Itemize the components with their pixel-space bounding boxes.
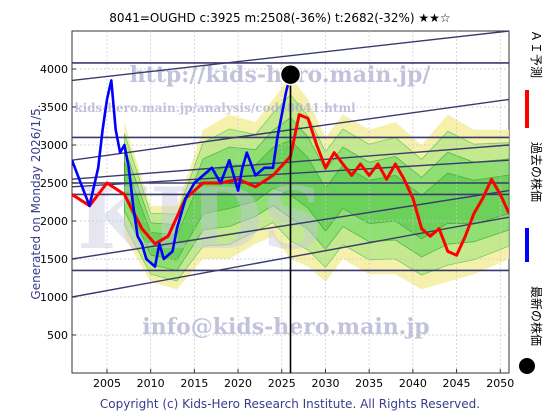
y-tick-label: 3000	[40, 139, 68, 152]
trend-line	[72, 31, 509, 82]
series-past-price	[72, 74, 292, 268]
legend-label: 最新の株価	[529, 286, 544, 346]
series-ai-forecast	[72, 113, 509, 257]
x-tick-label: 2050	[486, 377, 514, 390]
legend-label: 過去の株価	[529, 142, 544, 202]
grid	[72, 31, 509, 373]
watermark-email: info@kids-hero.main.jp	[142, 314, 429, 340]
x-tick-label: 2040	[399, 377, 427, 390]
y-tick-label: 500	[47, 329, 68, 342]
x-tick-label: 2045	[443, 377, 471, 390]
x-tick-label: 2005	[93, 377, 121, 390]
y-tick-label: 3500	[40, 101, 68, 114]
series-lines	[72, 74, 509, 268]
watermark-analysis-url: kids-hero.main.jp/analysis/code8041.html	[74, 101, 356, 115]
y-tick-label: 4000	[40, 63, 68, 76]
x-tick-label: 2010	[137, 377, 165, 390]
y-tick-label: 2000	[40, 215, 68, 228]
y-tick-label: 2500	[40, 177, 68, 190]
chart-title: 8041=OUGHD c:3925 m:2508(-36%) t:2682(-3…	[109, 11, 450, 25]
y-tick-label: 1000	[40, 291, 68, 304]
x-axis-ticks: 2005 2010 2015 2020 2025 2030 2035 2040 2045 2050	[93, 369, 514, 390]
legend-swatch-dot	[519, 358, 535, 374]
x-tick-label: 2030	[311, 377, 339, 390]
forecast-band-core	[124, 139, 509, 261]
y-axis-ticks: 500 1000 1500 2000 2500 3000 3500 4000	[40, 63, 76, 342]
y-tick-label: 1500	[40, 253, 68, 266]
legend-label: ＡＩ予測	[529, 30, 543, 78]
latest-price-dot	[279, 63, 302, 86]
copyright-footer: Copyright (c) Kids-Hero Research Institu…	[100, 397, 480, 411]
x-tick-label: 2025	[268, 377, 296, 390]
y-axis-label: Generated on Monday 2026/1/5.	[29, 104, 43, 299]
x-tick-label: 2020	[224, 377, 252, 390]
x-tick-label: 2015	[180, 377, 208, 390]
x-tick-label: 2035	[355, 377, 383, 390]
latest-marker	[279, 63, 302, 373]
